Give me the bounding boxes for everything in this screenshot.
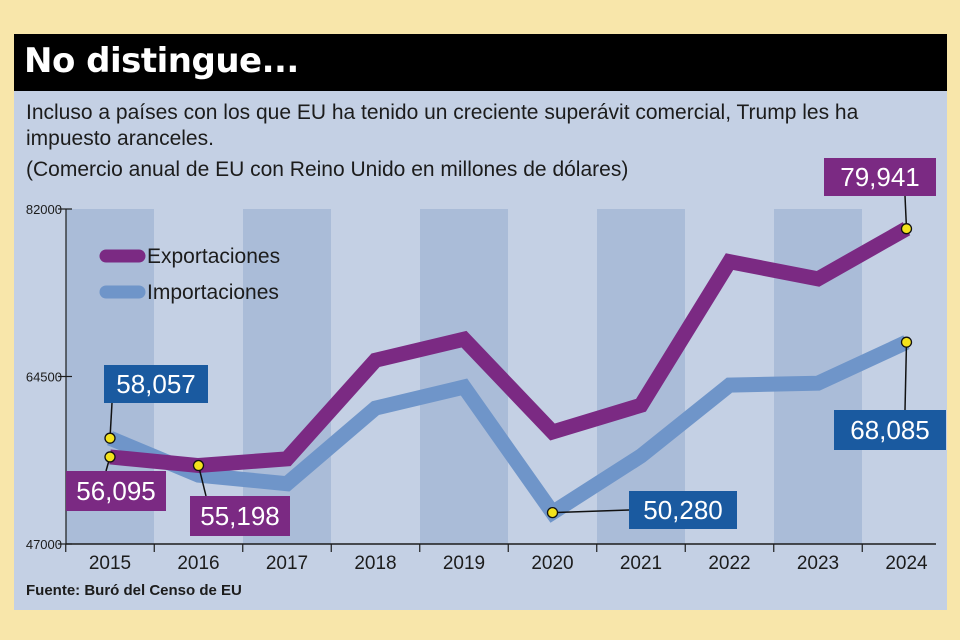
y-tick-label: 47000 xyxy=(26,537,62,552)
data-point-marker-exports-2015 xyxy=(104,451,116,463)
data-point-marker-exports-2016 xyxy=(192,459,205,472)
unit-note: (Comercio anual de EU con Reino Unido en… xyxy=(26,158,629,181)
data-label-box-exports-2024 xyxy=(824,158,936,196)
data-label-box-imports-2024 xyxy=(834,410,946,450)
data-point-marker-imports-2020 xyxy=(546,506,559,519)
x-tick-label-2015: 2015 xyxy=(89,553,131,574)
data-label-box-exports-2015 xyxy=(66,471,166,511)
x-tick-label-2024: 2024 xyxy=(885,553,928,574)
x-tick-label-2016: 2016 xyxy=(177,553,219,574)
x-tick-label-2021: 2021 xyxy=(620,553,662,574)
data-label-exports-2016: 55,198 xyxy=(200,501,280,531)
chart-subtitle: Incluso a países con los que EU ha tenid… xyxy=(26,101,859,150)
x-tick-label-2018: 2018 xyxy=(354,553,396,574)
data-label-imports-2024: 68,085 xyxy=(850,415,930,445)
legend-label-imports: Importaciones xyxy=(147,281,279,304)
imports-series-line xyxy=(107,335,910,523)
data-point-marker-exports-2024 xyxy=(900,223,913,235)
column-band-2021 xyxy=(597,209,685,544)
y-tick-label: 82000 xyxy=(26,202,62,217)
source-note: Fuente: Buró del Censo de EU xyxy=(26,582,242,599)
callout-line-imports-2020 xyxy=(552,509,630,514)
data-point-marker-imports-2015 xyxy=(104,432,116,444)
x-tick-label-2022: 2022 xyxy=(708,553,750,574)
data-label-box-imports-2015 xyxy=(104,365,208,403)
callout-line-imports-2015 xyxy=(109,402,113,439)
data-label-imports-2020: 50,280 xyxy=(643,495,723,525)
data-label-imports-2015: 58,057 xyxy=(116,369,196,399)
y-tick-label: 64500 xyxy=(26,370,62,385)
infographic-card: No distingue... Incluso a países con los… xyxy=(14,34,947,610)
exports-series-line xyxy=(109,222,911,474)
data-point-marker-imports-2024 xyxy=(900,336,913,348)
data-label-box-exports-2016 xyxy=(190,496,290,536)
data-label-exports-2015: 56,095 xyxy=(76,476,156,506)
x-tick-label-2017: 2017 xyxy=(266,553,308,574)
title-bar: No distingue... xyxy=(14,34,947,91)
x-tick-label-2020: 2020 xyxy=(531,553,573,574)
line-chart: 82000 64500 47000 2015 2016 2017 2018 2019 2020 2… xyxy=(26,158,946,574)
x-tick-label-2023: 2023 xyxy=(797,553,839,574)
data-label-exports-2024: 79,941 xyxy=(840,162,920,192)
x-tick-label-2019: 2019 xyxy=(443,553,485,574)
data-label-box-imports-2020 xyxy=(629,491,737,529)
callout-line-imports-2024 xyxy=(904,342,908,411)
legend-label-exports: Exportaciones xyxy=(147,245,280,268)
chart-title: No distingue... xyxy=(24,41,299,81)
